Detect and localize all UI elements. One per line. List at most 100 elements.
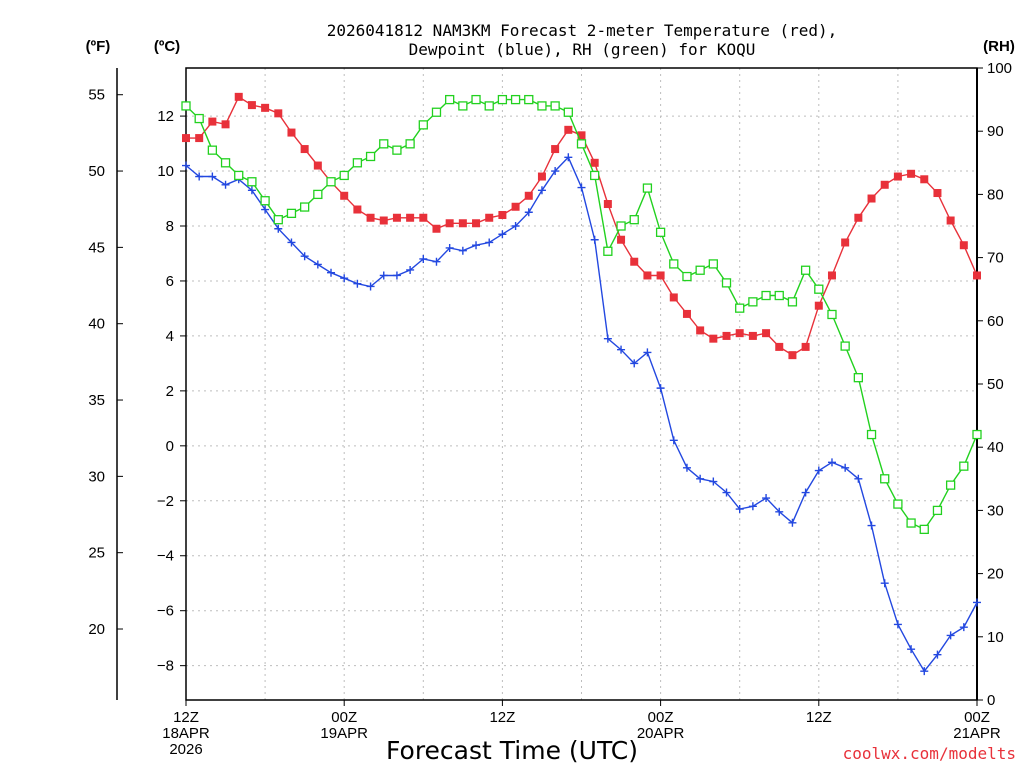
- x-tick-label: 00Z: [964, 709, 990, 726]
- data-point: [352, 158, 363, 168]
- data-point: [709, 334, 718, 343]
- rh-tick-label: 90: [987, 123, 1004, 140]
- data-point: [221, 120, 230, 129]
- plot-frame: [185, 67, 978, 701]
- data-point: [300, 252, 309, 261]
- x-tick-label: 12Z: [489, 709, 515, 726]
- data-point: [365, 151, 376, 162]
- x-tick-label: 12Z: [806, 709, 832, 726]
- data-point: [603, 200, 612, 209]
- rh-tick-label: 100: [987, 60, 1012, 77]
- data-point: [827, 309, 837, 320]
- data-point: [392, 145, 402, 155]
- data-point: [194, 113, 204, 124]
- data-point: [406, 265, 415, 274]
- data-point: [327, 268, 336, 277]
- data-point: [340, 274, 349, 283]
- data-point: [920, 175, 929, 184]
- x-axis-label: Forecast Time (UTC): [386, 736, 638, 765]
- data-point: [775, 342, 784, 351]
- data-point: [182, 134, 190, 143]
- unit-label-fahrenheit: (ºF): [86, 38, 111, 55]
- data-point: [696, 474, 705, 483]
- data-point: [788, 351, 797, 360]
- data-point: [260, 196, 270, 206]
- data-point: [735, 505, 744, 514]
- data-point: [458, 219, 467, 228]
- fahrenheit-tick-label: 55: [88, 87, 105, 104]
- data-point: [353, 279, 362, 288]
- data-point: [972, 429, 982, 440]
- data-point: [814, 301, 823, 310]
- data-point: [234, 92, 243, 101]
- data-point: [379, 271, 388, 280]
- data-point: [630, 359, 639, 368]
- data-point: [472, 219, 481, 228]
- celsius-tick-label: −4: [157, 548, 174, 565]
- chart-title-line2: Dewpoint (blue), RH (green) for KOQU: [409, 40, 756, 59]
- data-point: [880, 474, 890, 484]
- data-point: [458, 101, 468, 111]
- data-point: [722, 488, 731, 497]
- data-point: [669, 293, 678, 302]
- data-point: [973, 598, 981, 607]
- data-point: [379, 216, 388, 225]
- fahrenheit-tick-label: 20: [88, 621, 105, 638]
- data-point: [287, 238, 296, 247]
- data-point: [247, 101, 256, 110]
- data-point: [247, 186, 256, 195]
- data-point: [182, 161, 190, 170]
- data-point: [907, 169, 916, 178]
- data-point: [590, 158, 599, 167]
- data-point: [642, 183, 653, 193]
- data-point: [682, 463, 691, 472]
- data-point: [800, 265, 811, 275]
- data-point: [419, 213, 428, 222]
- data-point: [313, 189, 323, 200]
- data-point: [498, 230, 507, 239]
- credit-link[interactable]: coolwx.com/modelts: [843, 744, 1016, 763]
- data-point: [656, 271, 665, 280]
- x-tick-label: 00Z: [648, 709, 674, 726]
- data-point: [853, 373, 863, 383]
- data-point: [814, 284, 824, 294]
- data-point: [287, 128, 296, 137]
- x-tick-label: 21APR: [953, 725, 1001, 742]
- fahrenheit-tick-label: 35: [88, 392, 105, 409]
- unit-label-rh: (RH): [983, 38, 1015, 55]
- data-point: [945, 480, 956, 490]
- data-point: [616, 221, 626, 231]
- data-point: [854, 474, 863, 483]
- data-point: [959, 241, 968, 250]
- rh-tick-label: 40: [987, 439, 1004, 456]
- data-point: [208, 172, 217, 181]
- rh-tick-label: 50: [987, 376, 1004, 393]
- celsius-tick-label: −6: [157, 603, 174, 620]
- data-point: [498, 211, 507, 220]
- celsius-tick-label: −2: [157, 493, 174, 510]
- data-point: [551, 145, 560, 154]
- data-point: [207, 145, 218, 155]
- data-point: [366, 282, 375, 291]
- data-point: [577, 131, 586, 140]
- data-point: [762, 494, 771, 503]
- data-point: [353, 205, 362, 214]
- rh-tick-label: 70: [987, 250, 1004, 267]
- data-point: [932, 505, 943, 516]
- data-point: [590, 235, 599, 244]
- data-point: [247, 177, 257, 187]
- data-point: [286, 208, 297, 219]
- fahrenheit-tick-label: 45: [88, 239, 105, 256]
- data-point: [603, 246, 613, 256]
- data-point: [630, 257, 639, 266]
- data-point: [261, 103, 270, 112]
- data-point: [485, 238, 494, 247]
- data-point: [617, 235, 626, 244]
- data-point: [696, 326, 705, 335]
- data-point: [655, 227, 666, 237]
- data-point: [801, 342, 810, 351]
- data-point: [418, 120, 428, 130]
- data-point: [709, 477, 718, 486]
- data-point: [827, 271, 836, 280]
- data-point: [946, 631, 955, 640]
